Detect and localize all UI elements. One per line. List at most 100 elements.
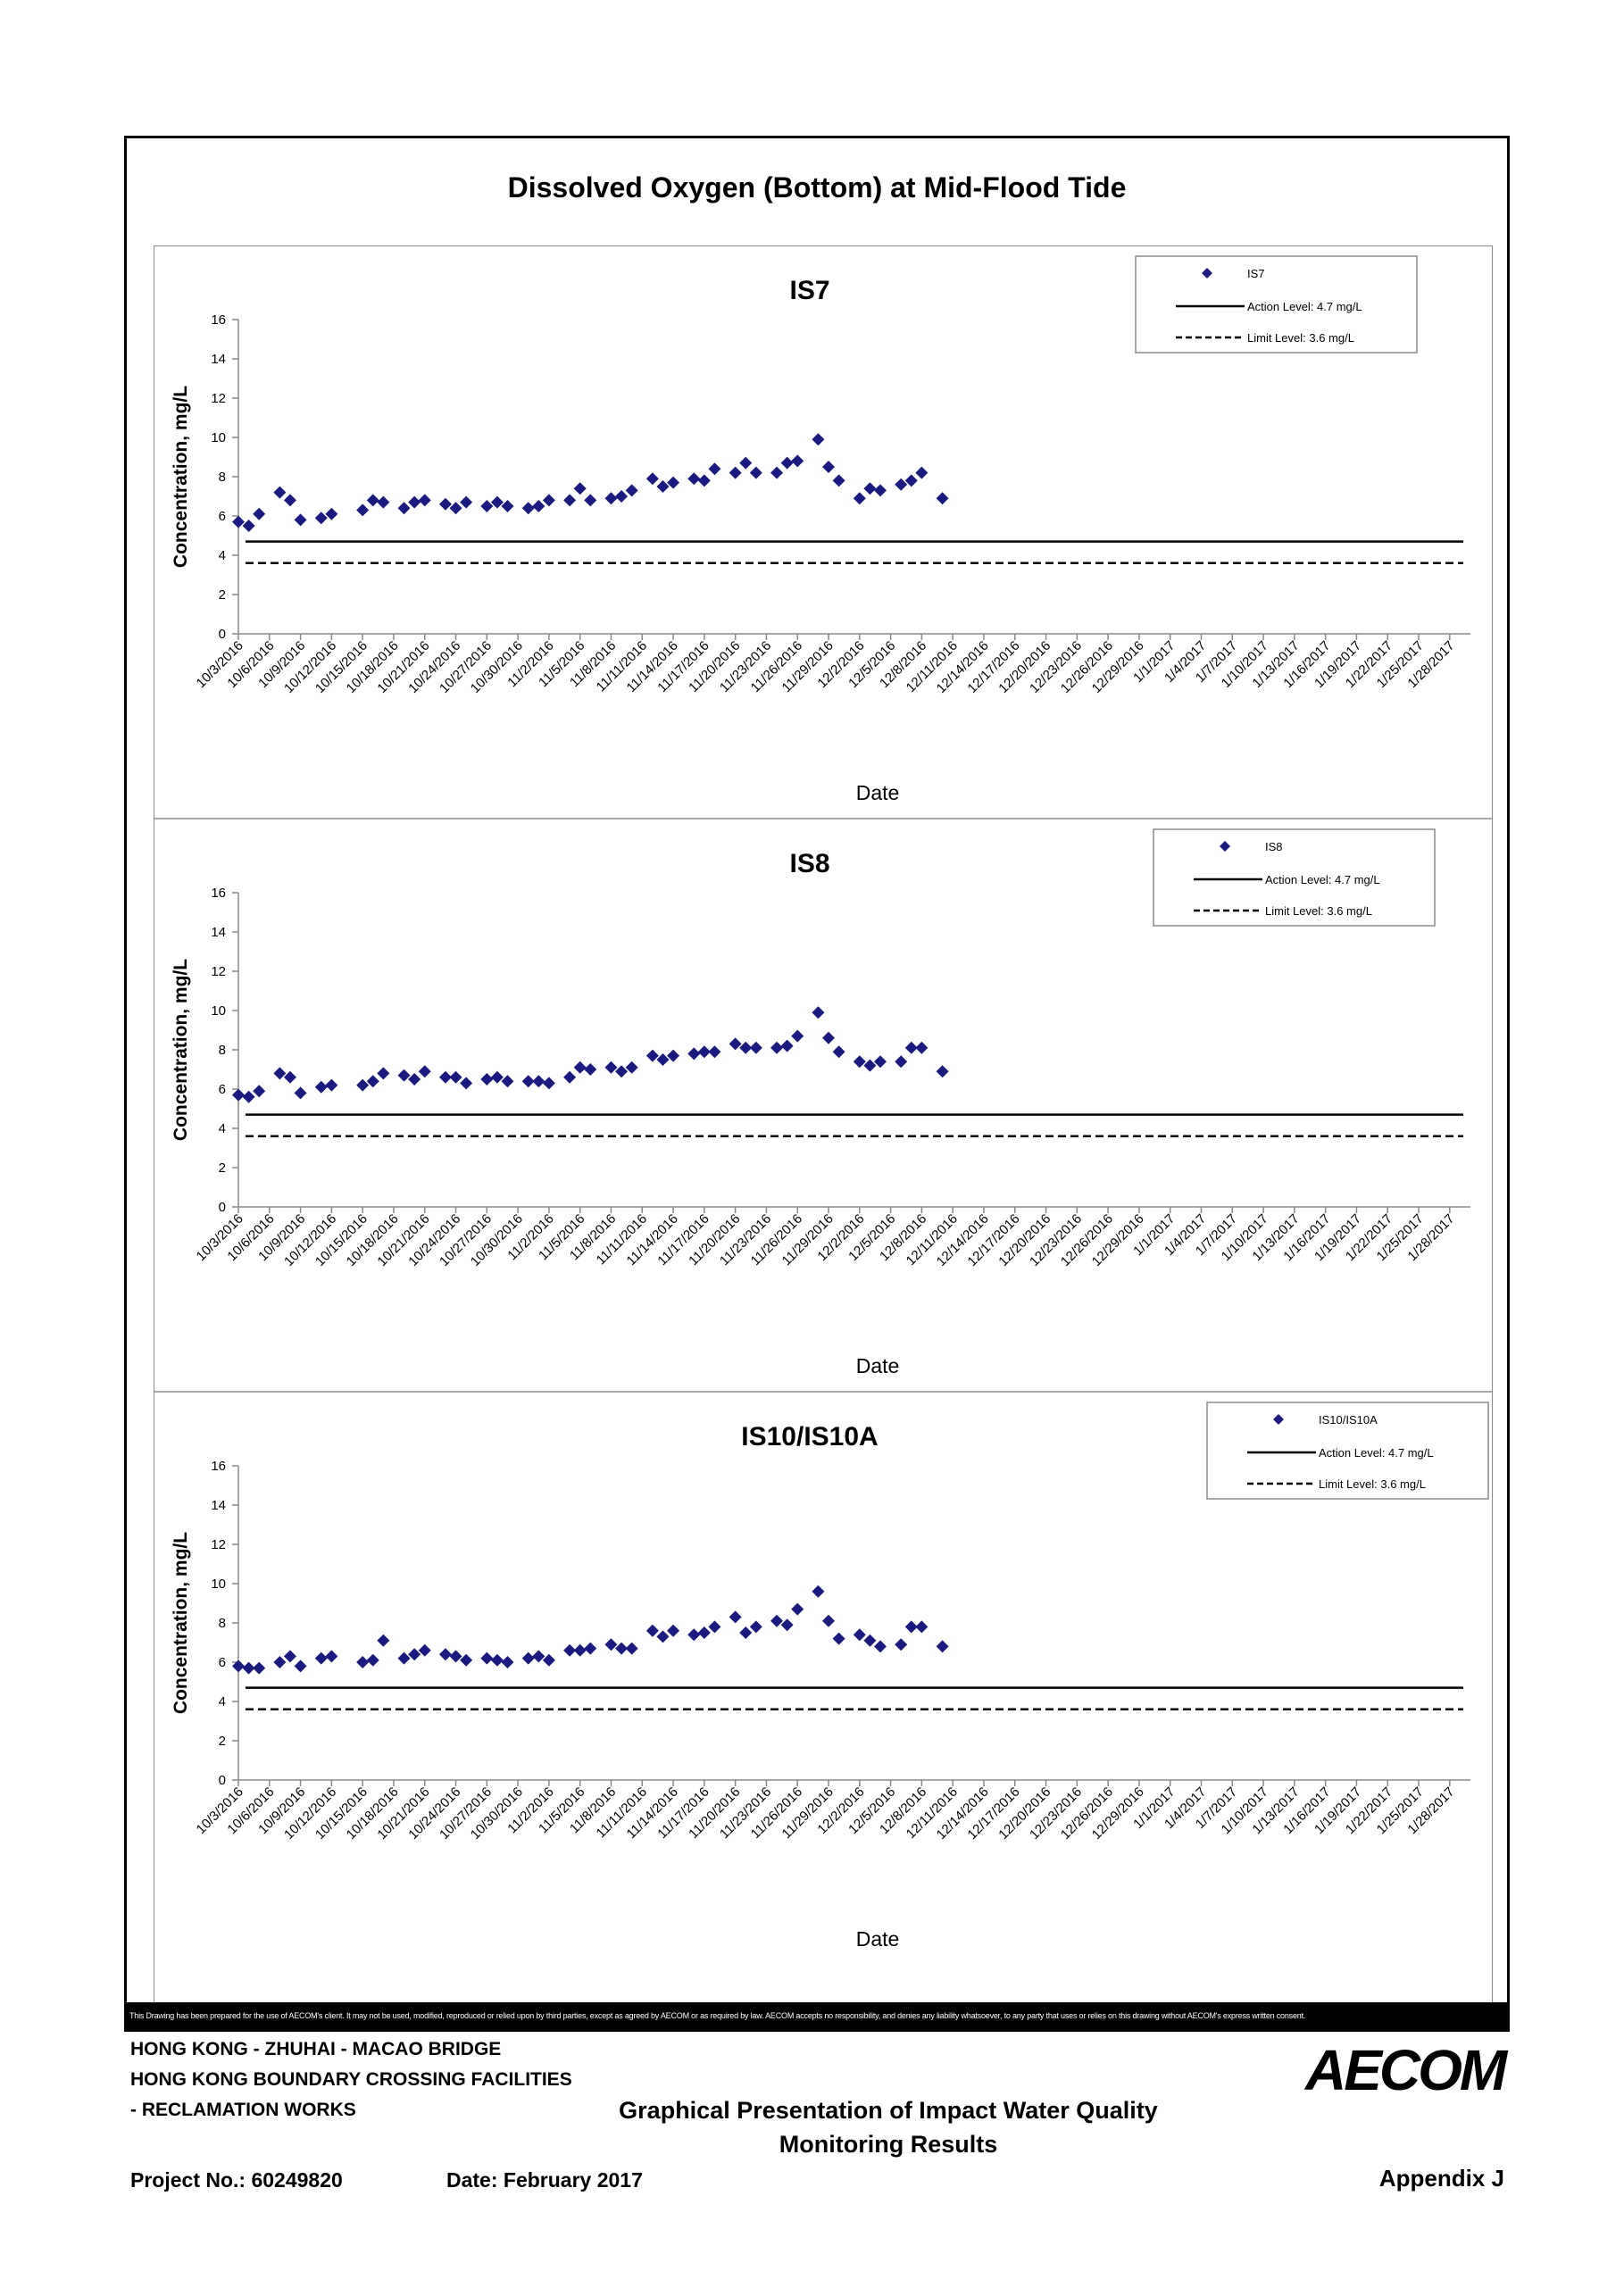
data-point xyxy=(770,1614,784,1627)
aecom-logo: AECOM xyxy=(1305,2038,1507,2102)
data-point xyxy=(873,1640,887,1653)
x-axis-title: Date xyxy=(856,1354,900,1377)
x-axis-title: Date xyxy=(856,1927,900,1951)
data-point xyxy=(863,482,877,495)
chart-title: IS7 xyxy=(789,276,829,305)
data-point xyxy=(314,1651,328,1665)
data-point xyxy=(873,1055,887,1069)
data-point xyxy=(656,1053,670,1066)
data-point xyxy=(449,1070,462,1084)
y-tick-label: 0 xyxy=(219,1200,226,1215)
data-point xyxy=(253,1661,266,1675)
chart-title: IS8 xyxy=(789,849,829,878)
data-point xyxy=(490,495,504,509)
drawing-frame xyxy=(124,136,1510,2032)
data-point xyxy=(366,1653,379,1667)
appendix-label: Appendix J xyxy=(1378,2165,1504,2192)
data-point xyxy=(449,502,462,515)
data-point xyxy=(791,1029,804,1043)
data-point xyxy=(521,1075,535,1088)
legend-label-action: Action Level: 4.7 mg/L xyxy=(1319,1446,1434,1460)
data-point xyxy=(542,494,555,507)
data-point xyxy=(438,1070,452,1084)
data-point xyxy=(863,1059,877,1072)
data-point xyxy=(356,1078,370,1092)
y-tick-label: 14 xyxy=(211,352,226,367)
data-point xyxy=(584,494,597,507)
legend-label-series: IS7 xyxy=(1247,267,1265,280)
data-point xyxy=(667,1049,680,1062)
legend-label-series: IS10/IS10A xyxy=(1319,1413,1378,1427)
y-tick-label: 8 xyxy=(219,470,226,485)
y-tick-label: 8 xyxy=(219,1616,226,1631)
data-point xyxy=(532,1650,545,1663)
data-point xyxy=(615,1642,629,1655)
data-point xyxy=(480,500,494,512)
data-point xyxy=(253,507,266,520)
data-point xyxy=(490,1070,504,1084)
legend-label-series: IS8 xyxy=(1265,840,1283,853)
data-point xyxy=(325,1650,338,1663)
data-point xyxy=(584,1063,597,1076)
data-point xyxy=(283,1650,296,1663)
data-point xyxy=(687,1047,701,1061)
data-point xyxy=(377,495,390,509)
data-point xyxy=(708,462,721,476)
data-point xyxy=(325,1078,338,1092)
data-point xyxy=(397,1069,411,1082)
y-tick-label: 6 xyxy=(219,509,226,524)
data-point xyxy=(625,484,638,497)
data-point xyxy=(667,476,680,489)
y-tick-label: 2 xyxy=(219,1160,226,1176)
data-point xyxy=(780,1618,794,1632)
y-tick-label: 8 xyxy=(219,1043,226,1058)
data-point xyxy=(770,1041,784,1054)
data-point xyxy=(397,502,411,515)
data-point xyxy=(604,1638,618,1651)
data-point xyxy=(791,454,804,468)
data-point xyxy=(687,472,701,486)
data-point xyxy=(563,494,577,507)
issue-date: Date: February 2017 xyxy=(446,2168,643,2192)
data-point xyxy=(408,495,421,509)
data-point xyxy=(480,1073,494,1086)
report-title-line-2: Monitoring Results xyxy=(779,2131,998,2158)
project-line-2: HONG KONG BOUNDARY CROSSING FACILITIES xyxy=(130,2069,572,2090)
data-point xyxy=(325,507,338,520)
data-point xyxy=(853,1628,866,1642)
chart-title: IS10/IS10A xyxy=(741,1422,878,1452)
y-tick-label: 16 xyxy=(211,886,226,901)
y-tick-label: 4 xyxy=(219,548,226,563)
data-point xyxy=(294,1660,307,1673)
data-point xyxy=(532,500,545,512)
data-point xyxy=(314,1080,328,1094)
data-point xyxy=(853,1055,866,1069)
y-tick-label: 2 xyxy=(219,587,226,603)
data-point xyxy=(501,1656,514,1668)
data-point xyxy=(232,1660,245,1673)
data-point xyxy=(294,1086,307,1100)
data-point xyxy=(667,1624,680,1637)
data-point xyxy=(408,1073,421,1086)
legend-label-limit: Limit Level: 3.6 mg/L xyxy=(1247,331,1354,345)
data-point xyxy=(915,1041,929,1054)
y-tick-label: 0 xyxy=(219,1773,226,1788)
data-point xyxy=(853,492,866,505)
legend-label-action: Action Level: 4.7 mg/L xyxy=(1247,300,1362,313)
data-point xyxy=(460,495,473,509)
data-point xyxy=(438,1648,452,1661)
data-point xyxy=(542,1653,555,1667)
data-point xyxy=(294,513,307,527)
data-point xyxy=(812,1006,825,1019)
y-tick-label: 0 xyxy=(219,627,226,642)
data-point xyxy=(812,433,825,446)
legend-label-limit: Limit Level: 3.6 mg/L xyxy=(1319,1477,1426,1491)
data-point xyxy=(501,1075,514,1088)
data-point xyxy=(625,1061,638,1074)
legend-marker xyxy=(1202,268,1212,279)
data-point xyxy=(242,1090,255,1103)
data-point xyxy=(708,1620,721,1634)
data-point xyxy=(749,1041,762,1054)
data-point xyxy=(573,1061,587,1074)
